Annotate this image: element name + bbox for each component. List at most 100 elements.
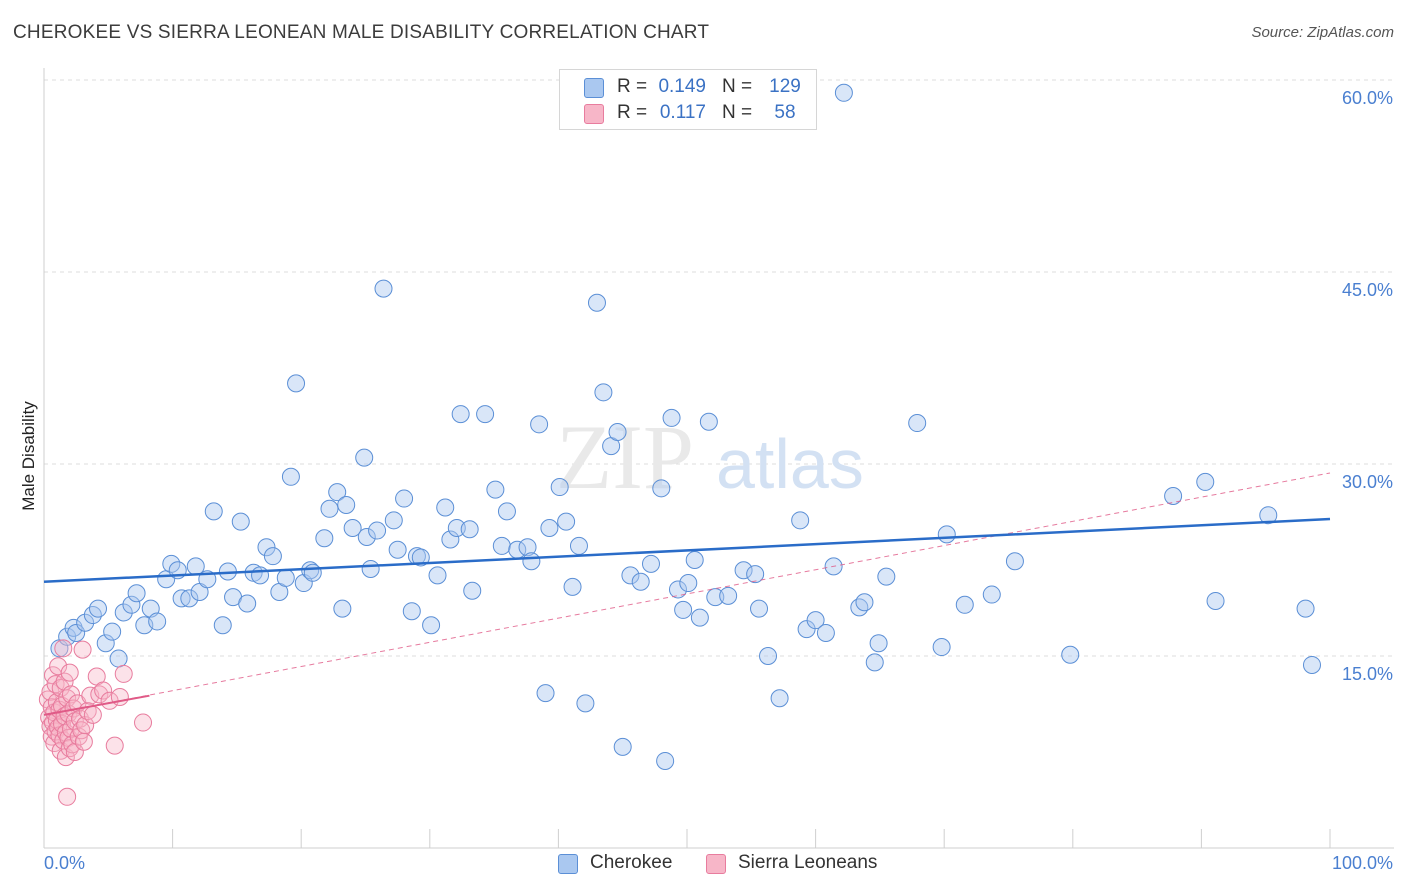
data-point	[411, 548, 430, 567]
data-point	[492, 536, 511, 555]
sierra-leonean-trend-extended	[43, 472, 1331, 716]
n-label: N =	[722, 102, 753, 123]
data-point	[706, 588, 725, 607]
data-point	[62, 685, 81, 704]
watermark-zip: ZIP	[556, 406, 694, 508]
data-point	[357, 527, 376, 546]
data-point	[759, 647, 778, 665]
y-axis-label: Male Disability	[19, 401, 38, 511]
data-point	[320, 499, 339, 518]
trend-lines	[43, 472, 1331, 716]
x-tick-label: 100.0%	[1332, 853, 1393, 873]
data-point	[536, 684, 555, 703]
data-point	[73, 640, 92, 659]
data-point	[333, 599, 352, 618]
data-point	[89, 599, 108, 618]
data-point	[908, 414, 927, 433]
data-point	[109, 649, 128, 668]
data-point	[1061, 645, 1080, 664]
data-point	[1259, 506, 1278, 525]
data-point	[982, 585, 1001, 604]
data-point	[463, 581, 482, 600]
data-point	[1196, 472, 1215, 491]
data-point	[679, 574, 698, 593]
axes	[43, 68, 1394, 849]
data-point	[750, 599, 769, 618]
data-point	[263, 547, 282, 566]
data-point	[497, 502, 516, 521]
data-point	[172, 589, 191, 608]
r-label: R =	[617, 76, 648, 97]
data-point	[94, 681, 113, 700]
data-point	[281, 467, 300, 486]
data-point	[231, 512, 250, 531]
data-point	[719, 586, 738, 605]
data-point	[685, 551, 704, 569]
data-point	[65, 743, 84, 761]
data-point	[287, 374, 306, 393]
data-point	[734, 561, 753, 580]
y-tick-label: 60.0%	[1342, 88, 1393, 108]
data-point	[54, 639, 73, 658]
data-point	[368, 521, 387, 540]
source-label: Source: ZipAtlas.com	[1251, 24, 1394, 41]
data-point	[451, 405, 470, 424]
data-point	[60, 663, 79, 682]
data-point	[49, 657, 68, 676]
data-point	[384, 511, 403, 530]
data-point	[74, 732, 93, 751]
cherokee-points	[50, 83, 1321, 770]
data-point	[337, 495, 356, 514]
data-point	[96, 634, 115, 653]
data-point	[540, 519, 559, 537]
r-label: R =	[617, 102, 648, 123]
data-point	[662, 408, 681, 427]
data-point	[877, 567, 896, 586]
data-point	[652, 479, 671, 498]
data-point	[557, 512, 576, 531]
data-point	[127, 584, 146, 603]
data-point	[834, 83, 853, 102]
data-point	[550, 478, 569, 497]
data-point	[932, 638, 951, 657]
data-point	[114, 603, 133, 622]
data-point	[791, 511, 810, 530]
data-point	[850, 598, 869, 617]
data-point	[447, 519, 466, 537]
data-point	[422, 616, 441, 635]
data-point	[955, 595, 974, 614]
sierra-leonean-points	[38, 639, 153, 806]
data-point	[1206, 591, 1225, 610]
n-label: N =	[722, 76, 753, 97]
data-point	[315, 529, 334, 548]
data-point	[816, 623, 835, 642]
data-point	[865, 653, 884, 672]
data-point	[690, 608, 709, 627]
y-tick-label: 45.0%	[1342, 280, 1393, 300]
data-point	[594, 383, 613, 402]
data-point	[134, 713, 153, 732]
data-point	[530, 415, 549, 434]
data-point	[569, 536, 588, 555]
data-point	[576, 694, 595, 713]
y-tick-label: 15.0%	[1342, 664, 1393, 684]
data-point	[103, 622, 122, 641]
data-point	[436, 498, 455, 517]
watermark-atlas: atlas	[716, 425, 864, 503]
data-point	[148, 612, 167, 631]
data-point	[303, 563, 322, 582]
r-value: 0.149	[658, 76, 706, 97]
data-point	[65, 712, 84, 731]
data-point	[238, 594, 257, 613]
n-value: 58	[774, 102, 796, 123]
n-value: 129	[769, 76, 801, 97]
data-point	[518, 538, 537, 557]
data-point	[1296, 599, 1315, 618]
data-point	[355, 448, 374, 467]
data-point	[257, 538, 276, 557]
data-point	[122, 595, 141, 614]
chart-title: CHEROKEE VS SIERRA LEONEAN MALE DISABILI…	[13, 22, 710, 43]
data-point	[641, 554, 660, 573]
data-point	[83, 705, 102, 724]
